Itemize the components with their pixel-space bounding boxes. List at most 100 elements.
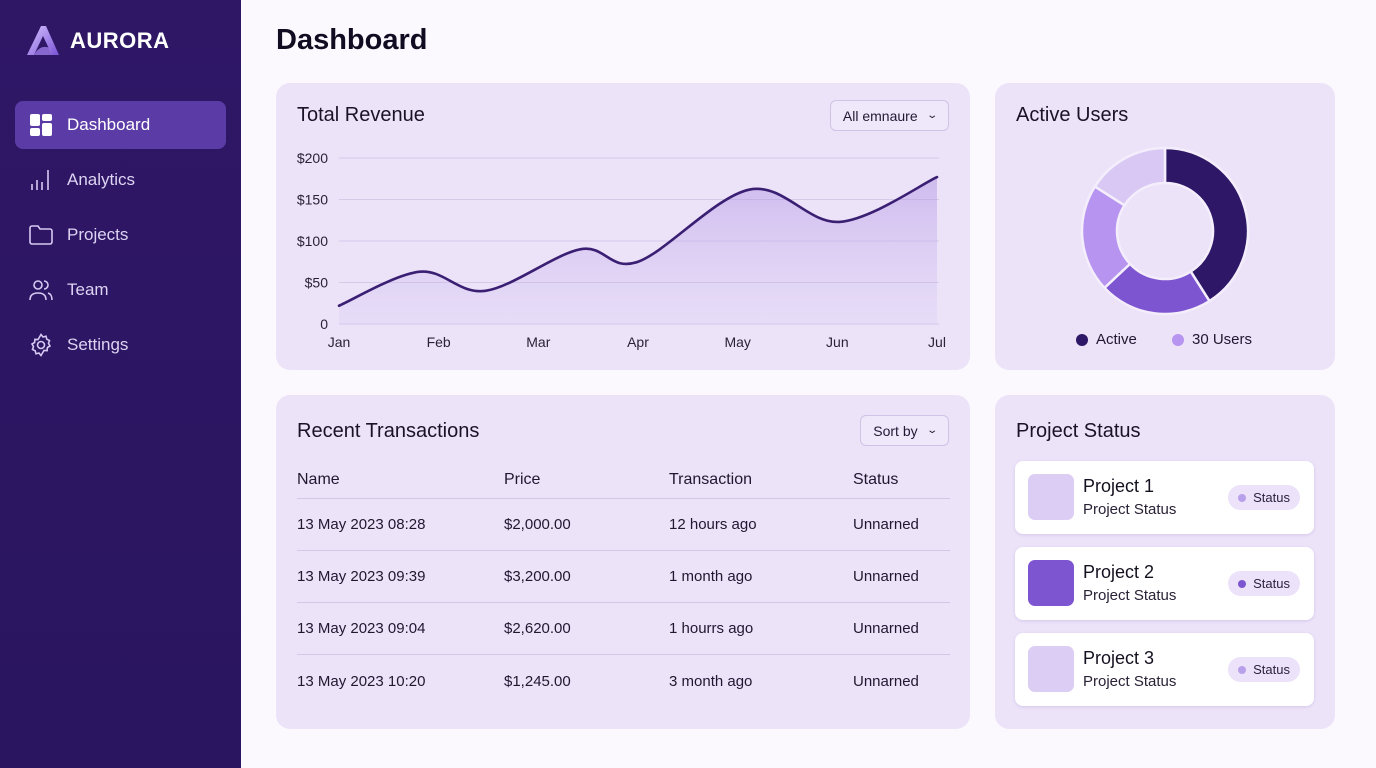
cell-transaction: 12 hours ago xyxy=(669,516,757,533)
legend-label: Active xyxy=(1096,331,1137,348)
page-title: Dashboard xyxy=(276,24,428,56)
column-header[interactable]: Transaction xyxy=(669,471,752,488)
sidebar-item-label: Dashboard xyxy=(67,115,151,134)
cell-price: $2,000.00 xyxy=(504,516,571,533)
table-row[interactable]: 13 May 2023 09:04 $2,620.00 1 hourrs ago… xyxy=(297,603,950,655)
cell-price: $1,245.00 xyxy=(504,672,571,690)
dropdown-label: All emnaure xyxy=(842,107,918,124)
sidebar-item-dashboard[interactable]: Dashboard xyxy=(15,101,226,149)
status-label: Status xyxy=(1253,490,1290,505)
project-thumbnail xyxy=(1028,646,1074,692)
revenue-area xyxy=(339,177,937,324)
cell-name: 13 May 2023 09:39 xyxy=(297,568,426,585)
legend-dot xyxy=(1172,333,1184,346)
status-badge: Status xyxy=(1228,657,1300,682)
y-tick-label: $50 xyxy=(305,275,329,291)
donut-segment xyxy=(1163,146,1250,303)
project-status-card: Project Status Project 1 Project Status … xyxy=(995,395,1335,729)
aurora-logo-icon xyxy=(27,26,59,55)
cell-price: $3,200.00 xyxy=(504,568,571,585)
brand-logo[interactable]: AURORA xyxy=(26,24,170,58)
legend-dot xyxy=(1076,333,1088,346)
y-tick-label: $200 xyxy=(297,150,328,166)
x-tick-label: Feb xyxy=(427,334,451,350)
x-tick-label: Jun xyxy=(826,334,849,350)
cell-name: 13 May 2023 10:20 xyxy=(297,672,426,690)
x-tick-label: Jul xyxy=(928,334,946,350)
y-tick-label: $100 xyxy=(297,233,328,249)
sidebar-item-projects[interactable]: Projects xyxy=(15,211,226,259)
status-dot xyxy=(1238,493,1247,502)
status-label: Status xyxy=(1253,662,1290,677)
recent-transactions-card: Recent Transactions Sort by ⌄ Name Price… xyxy=(276,395,970,729)
legend-item-active: Active xyxy=(1076,331,1137,348)
legend-item-users: 30 Users xyxy=(1172,331,1252,348)
status-badge: Status xyxy=(1228,571,1300,596)
revenue-filter-dropdown[interactable]: All emnaure ⌄ xyxy=(829,100,949,131)
sidebar-item-label: Projects xyxy=(67,225,129,244)
chevron-down-icon: ⌄ xyxy=(925,110,938,121)
card-title: Project Status xyxy=(1016,420,1141,442)
table-row[interactable]: 13 May 2023 10:20 $1,245.00 3 month ago … xyxy=(297,655,950,707)
sidebar-item-analytics[interactable]: Analytics xyxy=(15,156,226,204)
sidebar-item-label: Team xyxy=(67,280,109,299)
card-title: Total Revenue xyxy=(297,104,425,126)
x-tick-label: Apr xyxy=(627,334,649,350)
status-label: Status xyxy=(1253,576,1290,591)
project-item[interactable]: Project 3 Project Status Status xyxy=(1015,633,1314,706)
sidebar-item-label: Analytics xyxy=(67,170,136,189)
legend-label: 30 Users xyxy=(1192,331,1253,348)
project-thumbnail xyxy=(1028,560,1074,606)
project-subtitle: Project Status xyxy=(1083,501,1177,518)
sidebar-item-settings[interactable]: Settings xyxy=(15,321,226,369)
table-row[interactable]: 13 May 2023 08:28 $2,000.00 12 hours ago… xyxy=(297,499,950,551)
chevron-down-icon: ⌄ xyxy=(925,425,938,436)
bar-chart-icon xyxy=(31,170,49,190)
sort-by-dropdown[interactable]: Sort by ⌄ xyxy=(860,415,949,446)
revenue-line xyxy=(337,175,939,308)
x-tick-label: May xyxy=(724,334,750,350)
status-badge: Status xyxy=(1228,485,1300,510)
column-header[interactable]: Price xyxy=(504,471,541,488)
table-row[interactable]: 13 May 2023 09:39 $3,200.00 1 month ago … xyxy=(297,551,950,603)
cell-transaction: 3 month ago xyxy=(669,672,753,690)
total-revenue-card: Total Revenue All emnaure ⌄ 0 $50 $100 $150… xyxy=(276,83,970,370)
table-header: Name Price Transaction Status xyxy=(297,465,950,499)
card-title: Active Users xyxy=(1016,104,1129,126)
y-tick-label: $150 xyxy=(297,192,328,208)
folder-icon xyxy=(29,225,53,245)
column-header[interactable]: Name xyxy=(297,471,340,488)
project-item[interactable]: Project 1 Project Status Status xyxy=(1015,461,1314,534)
column-header[interactable]: Status xyxy=(853,471,899,488)
cell-status: Unnarned xyxy=(853,516,919,533)
cell-status: Unnarned xyxy=(853,672,919,690)
cell-name: 13 May 2023 08:28 xyxy=(297,516,426,533)
dashboard-icon xyxy=(30,114,52,136)
active-users-donut xyxy=(1080,146,1250,316)
x-tick-label: Mar xyxy=(526,334,550,350)
gear-icon xyxy=(30,333,52,357)
revenue-chart: 0 $50 $100 $150 $200 Jan Feb Mar Apr May Jun Jul xyxy=(297,150,946,350)
transactions-table: Name Price Transaction Status 13 May 202… xyxy=(297,465,950,707)
brand-name: AURORA xyxy=(70,28,170,53)
sidebar-item-label: Settings xyxy=(67,335,129,354)
sidebar-item-team[interactable]: Team xyxy=(15,266,226,314)
cell-status: Unnarned xyxy=(853,568,919,585)
cell-transaction: 1 hourrs ago xyxy=(669,620,754,637)
sidebar-nav: Dashboard Analytics Projects Team Settin… xyxy=(15,101,226,376)
sidebar: AURORA Dashboard Analytics Projects Team… xyxy=(0,0,241,768)
card-title: Recent Transactions xyxy=(297,420,480,442)
project-name: Project 3 xyxy=(1083,648,1155,668)
status-dot xyxy=(1238,579,1247,588)
project-name: Project 2 xyxy=(1083,562,1155,582)
active-users-card: Active Users Active 30 Users xyxy=(995,83,1335,370)
project-name: Project 1 xyxy=(1083,476,1155,496)
x-tick-label: Jan xyxy=(328,334,351,350)
y-tick-label: 0 xyxy=(320,316,328,332)
cell-price: $2,620.00 xyxy=(504,620,571,637)
project-thumbnail xyxy=(1028,474,1074,520)
cell-transaction: 1 month ago xyxy=(669,568,753,585)
status-dot xyxy=(1238,665,1247,674)
project-subtitle: Project Status xyxy=(1083,673,1177,690)
project-item[interactable]: Project 2 Project Status Status xyxy=(1015,547,1314,620)
